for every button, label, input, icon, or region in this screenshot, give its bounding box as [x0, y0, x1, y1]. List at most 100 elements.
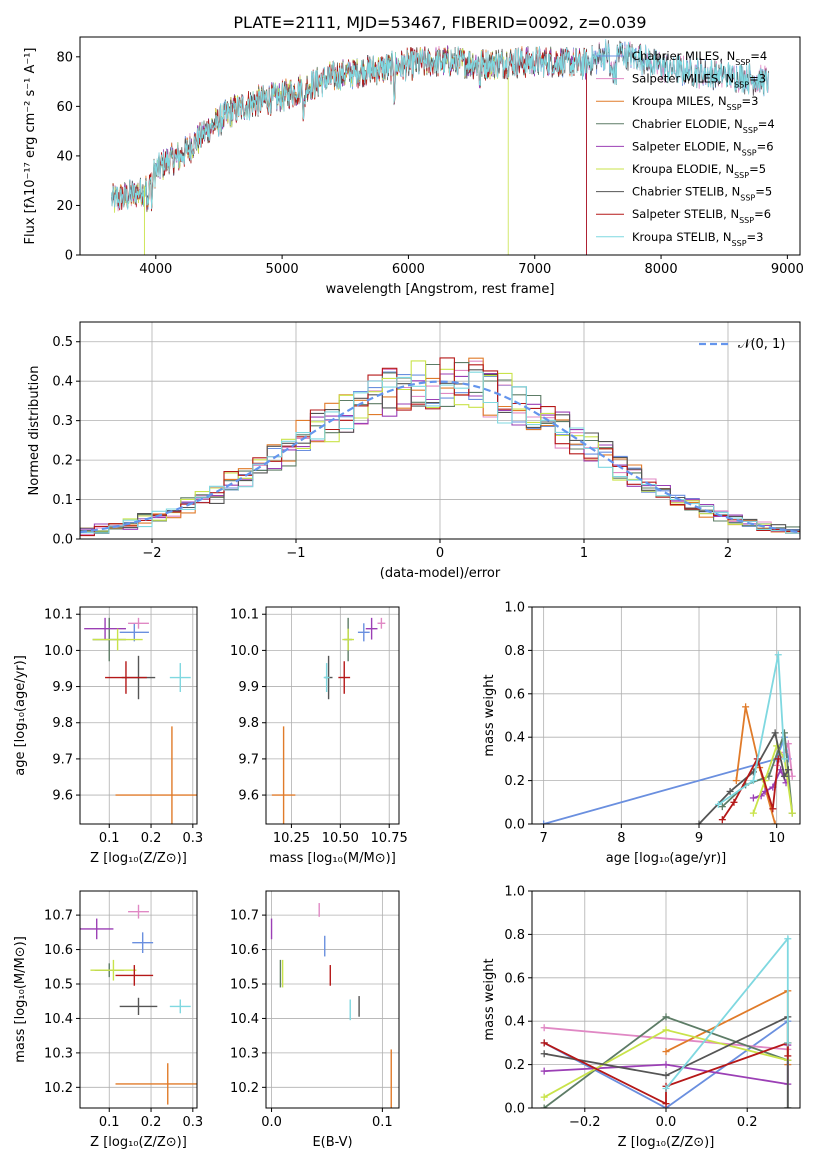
axes-frame — [79, 606, 198, 825]
x-tick-label: −0.2 — [569, 1115, 601, 1130]
plot-area — [540, 651, 796, 824]
x-axis-label: age [log₁₀(age/yr)] — [606, 851, 727, 866]
y-tick-label: 60 — [56, 100, 73, 115]
x-axis-label: Z [log₁₀(Z/Z⊙)] — [618, 1135, 715, 1150]
mass-weight-line — [665, 936, 789, 1090]
y-tick-label: 0.0 — [52, 533, 73, 548]
x-tick-label: 7 — [540, 831, 548, 846]
y-tick-label: 10.2 — [230, 1081, 259, 1096]
x-tick-label: 0.1 — [99, 1115, 120, 1130]
y-tick-label: 9.8 — [52, 716, 73, 731]
y-tick-label: 0.1 — [52, 493, 73, 508]
y-tick-label: 10.2 — [44, 1081, 73, 1096]
x-tick-label: 4000 — [139, 262, 172, 277]
y-tick-label: 0.4 — [504, 1015, 525, 1030]
y-tick-label: 0 — [65, 249, 73, 264]
y-axis-label: age [log₁₀(age/yr)] — [13, 655, 28, 776]
y-tick-label: 9.8 — [238, 716, 259, 731]
mass-weight-line — [544, 1015, 789, 1108]
y-tick-label: 0.0 — [504, 1102, 525, 1117]
legend: Chabrier MILES, NSSP=4 Salpeter MILES, NS… — [596, 49, 775, 247]
y-tick-label: 0.5 — [52, 335, 73, 350]
plot-area — [80, 357, 800, 537]
mass-weight-line — [717, 654, 786, 806]
y-axis-label: Flux [fλ10⁻¹⁷ erg cm⁻² s⁻¹ A⁻¹] — [23, 48, 38, 245]
x-tick-label: 8000 — [645, 262, 678, 277]
x-tick-label: 5000 — [266, 262, 299, 277]
y-tick-label: 0.4 — [504, 731, 525, 746]
y-tick-label: 10.1 — [44, 608, 73, 623]
y-tick-label: 1.0 — [504, 601, 525, 616]
y-tick-label: 0.6 — [504, 687, 525, 702]
y-tick-label: 0.3 — [52, 414, 73, 429]
mass-weight-line — [698, 730, 790, 824]
y-axis-label: mass weight — [482, 674, 497, 756]
spectrum-line — [111, 39, 769, 210]
x-tick-label: −2 — [142, 546, 161, 561]
y-tick-label: 10.6 — [44, 943, 73, 958]
axes-frame — [265, 606, 400, 825]
gaussian-curve — [80, 380, 800, 534]
y-tick-label: 10.7 — [44, 909, 73, 924]
y-axis-label: mass weight — [482, 958, 497, 1040]
y-tick-label: 9.6 — [52, 789, 73, 804]
x-axis-label: wavelength [Angstrom, rest frame] — [326, 282, 555, 297]
axes-frame — [531, 606, 801, 825]
x-tick-label: 10.25 — [273, 831, 310, 846]
x-tick-label: 0 — [436, 546, 444, 561]
chart-title: PLATE=2111, MJD=53467, FIBERID=0092, z=0… — [233, 13, 646, 32]
y-tick-label: 0.6 — [504, 971, 525, 986]
panel-mass_vs_Z: 0.1 0.2 0.3 10.2 10.3 10.4 10.5 10.6 10.7 Z [log₁… — [13, 890, 203, 1150]
legend-label: Salpeter ELODIE, NSSP=6 — [632, 139, 774, 157]
plot-area — [540, 935, 792, 1108]
y-tick-label: 10.5 — [44, 978, 73, 993]
y-tick-label: 9.7 — [238, 752, 259, 767]
panel-mass_vs_ebv: 0.0 0.1 10.2 10.3 10.4 10.5 10.6 10.7 E(B-V) — [230, 890, 400, 1150]
y-tick-label: 40 — [56, 149, 73, 164]
legend-label: Kroupa STELIB, NSSP=3 — [632, 230, 763, 248]
legend-label: Chabrier STELIB, NSSP=5 — [632, 185, 772, 203]
y-tick-label: 0.2 — [52, 454, 73, 469]
legend-label: 𝒩(0, 1) — [738, 337, 785, 352]
y-tick-label: 0.0 — [504, 818, 525, 833]
y-tick-label: 0.8 — [504, 928, 525, 943]
mass-weight-line — [735, 706, 776, 824]
x-tick-label: 0.1 — [99, 831, 120, 846]
y-tick-label: 10.7 — [230, 909, 259, 924]
plot-area — [270, 903, 392, 1108]
panel-mass_weight_vs_age: 7 8 9 10 0.0 0.2 0.4 0.6 0.8 1.0 age [log₁₀(age/yr… — [482, 601, 801, 866]
y-axis-label: mass [log₁₀(M/M⊙)] — [13, 936, 28, 1063]
x-axis-label: mass [log₁₀(M/M⊙)] — [269, 851, 396, 866]
x-tick-label: 0.1 — [372, 1115, 393, 1130]
x-tick-label: 1 — [580, 546, 588, 561]
x-tick-label: 10.75 — [371, 831, 408, 846]
x-tick-label: 0.2 — [141, 1115, 162, 1130]
panel-spectrum: 4000 5000 6000 7000 8000 9000 0 20 40 60 80 wavelen… — [23, 36, 804, 297]
spectrum-line — [111, 45, 587, 255]
x-tick-label: 6000 — [392, 262, 425, 277]
x-tick-label: 2 — [724, 546, 732, 561]
x-tick-label: 8 — [617, 831, 625, 846]
x-axis-label: (data-model)/error — [380, 566, 501, 581]
y-tick-label: 1.0 — [504, 885, 525, 900]
y-tick-label: 10.1 — [230, 608, 259, 623]
y-tick-label: 0.4 — [52, 375, 73, 390]
x-axis-label: Z [log₁₀(Z/Z⊙)] — [90, 1135, 187, 1150]
y-tick-label: 10.6 — [230, 943, 259, 958]
panel-residual_histograms: −2 −1 0 1 2 0.0 0.1 0.2 0.3 0.4 0.5 (data-model)/er… — [27, 321, 801, 581]
legend-label: Kroupa MILES, NSSP=3 — [632, 94, 758, 112]
panel-age_vs_Z: 0.1 0.2 0.3 9.6 9.7 9.8 9.9 10.0 10.1 Z [log₁₀(Z/… — [13, 606, 203, 866]
panel-age_vs_mass: 10.25 10.50 10.75 9.6 9.7 9.8 9.9 10.0 10.1 mass … — [230, 606, 408, 866]
panel-mass_weight_vs_Z: −0.2 0.0 0.2 0.0 0.2 0.4 0.6 0.8 1.0 Z [log₁₀(Z/Z… — [482, 885, 801, 1150]
y-tick-label: 0.2 — [504, 1058, 525, 1073]
y-tick-label: 10.4 — [230, 1012, 259, 1027]
y-tick-label: 10.3 — [230, 1046, 259, 1061]
axes-frame — [531, 890, 801, 1109]
y-tick-label: 9.9 — [238, 680, 259, 695]
y-tick-label: 9.7 — [52, 752, 73, 767]
plot-area — [271, 617, 386, 824]
axes-frame — [79, 36, 801, 256]
x-tick-label: 10 — [768, 831, 785, 846]
legend-label: Chabrier MILES, NSSP=4 — [632, 49, 767, 67]
